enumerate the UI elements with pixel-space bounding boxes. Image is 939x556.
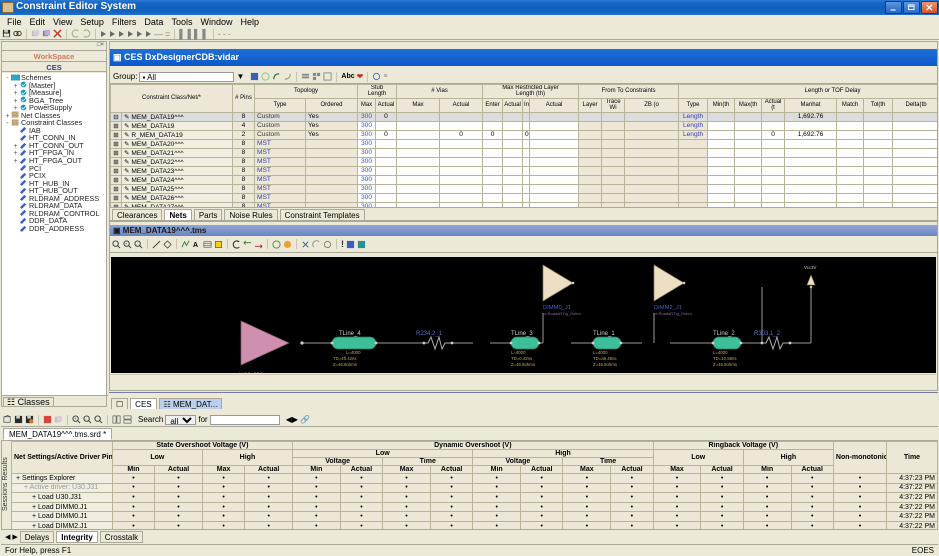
svg-text:Z=46.8ohms: Z=46.8ohms <box>593 362 617 367</box>
svg-text:+: + <box>74 417 76 421</box>
svg-text:Z=46.8ohms: Z=46.8ohms <box>713 362 737 367</box>
svg-text:Z=46.8ohms: Z=46.8ohms <box>511 362 535 367</box>
svg-text:TLine_2: TLine_2 <box>713 331 735 337</box>
svg-text:re:RoadsRTIg_Ochm: re:RoadsRTIg_Ochm <box>654 311 692 316</box>
svg-text:TD=a9.48ns: TD=a9.48ns <box>593 356 617 361</box>
svg-text:U30.J31: U30.J31 <box>239 372 264 373</box>
svg-text:re:RoadsRTIg_Ochm: re:RoadsRTIg_Ochm <box>543 311 581 316</box>
svg-text:TD=4ft.42ns: TD=4ft.42ns <box>333 356 357 361</box>
svg-text:TD=0.42ns: TD=0.42ns <box>511 356 532 361</box>
svg-text:TD=10.58ns: TD=10.58ns <box>713 356 737 361</box>
svg-text:A: A <box>193 240 198 249</box>
svg-text:TLine_3: TLine_3 <box>511 331 533 337</box>
svg-text:R234.2_1: R234.2_1 <box>416 331 443 337</box>
svg-text:-: - <box>85 417 87 421</box>
svg-text:TLine_4: TLine_4 <box>339 331 361 337</box>
svg-text:L=4000: L=4000 <box>593 350 608 355</box>
svg-text:Z=46.8ohms: Z=46.8ohms <box>333 362 357 367</box>
svg-text:R303.1_2: R303.1_2 <box>754 331 781 337</box>
svg-text:L=4000: L=4000 <box>713 350 728 355</box>
svg-text:+: + <box>125 241 127 245</box>
svg-text:-: - <box>136 241 138 245</box>
svg-text:TLine_1: TLine_1 <box>593 331 615 337</box>
svg-text:L=4000: L=4000 <box>346 350 361 355</box>
svg-text:Vcc3V: Vcc3V <box>804 265 817 270</box>
svg-text:L=4000: L=4000 <box>511 350 526 355</box>
